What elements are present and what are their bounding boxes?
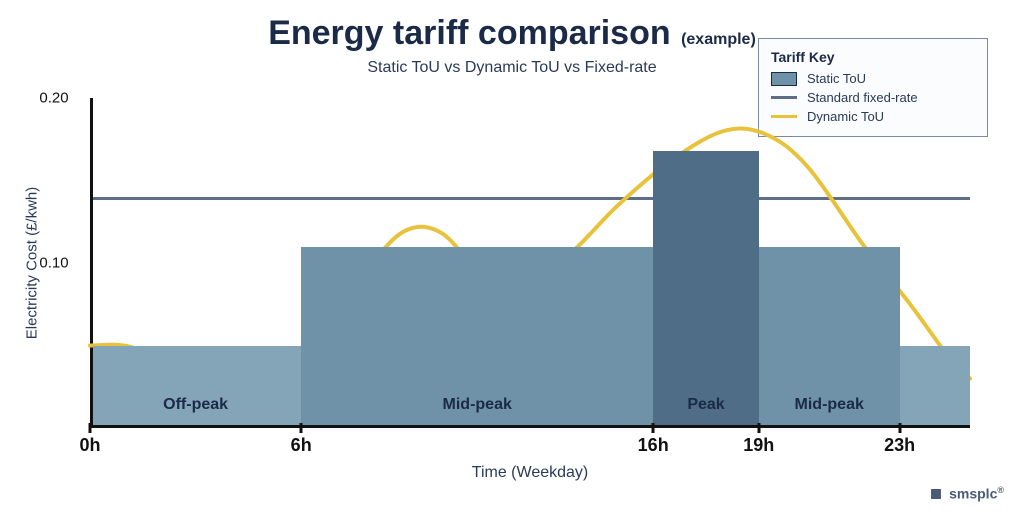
legend-swatch xyxy=(771,72,797,86)
x-tick xyxy=(89,423,92,433)
x-tick-label: 23h xyxy=(884,435,915,456)
legend-title: Tariff Key xyxy=(771,49,975,65)
brand-text: smsplc xyxy=(949,486,997,502)
brand-logo: smsplc® xyxy=(929,485,1004,502)
fixed-rate-line xyxy=(93,197,970,200)
x-tick xyxy=(898,423,901,433)
bar-mid-peak xyxy=(759,247,900,426)
bar-off-peak xyxy=(93,346,301,426)
brand-suffix: ® xyxy=(997,485,1004,495)
x-axis xyxy=(90,425,970,428)
x-tick-label: 16h xyxy=(638,435,669,456)
chart-title-suffix: (example) xyxy=(681,31,756,48)
x-axis-title: Time (Weekday) xyxy=(472,464,588,482)
legend-label: Static ToU xyxy=(807,71,866,86)
chart-container: Energy tariff comparison (example) Stati… xyxy=(0,0,1024,512)
plot-area: Electricity Cost (£/kwh) Time (Weekday) … xyxy=(90,98,970,428)
bar-peak xyxy=(653,151,759,425)
x-tick xyxy=(300,423,303,433)
bar-tail xyxy=(900,346,970,426)
y-tick-label: 0.10 xyxy=(39,255,68,272)
x-tick-label: 6h xyxy=(291,435,312,456)
brand-icon xyxy=(926,484,946,504)
legend-item: Static ToU xyxy=(771,71,975,86)
x-tick-label: 19h xyxy=(743,435,774,456)
bar-mid-peak xyxy=(301,247,653,426)
x-tick xyxy=(757,423,760,433)
x-tick xyxy=(652,423,655,433)
y-tick-label: 0.20 xyxy=(39,90,68,107)
chart-title: Energy tariff comparison xyxy=(268,14,670,52)
y-axis-title: Electricity Cost (£/kwh) xyxy=(24,187,41,340)
x-tick-label: 0h xyxy=(79,435,100,456)
